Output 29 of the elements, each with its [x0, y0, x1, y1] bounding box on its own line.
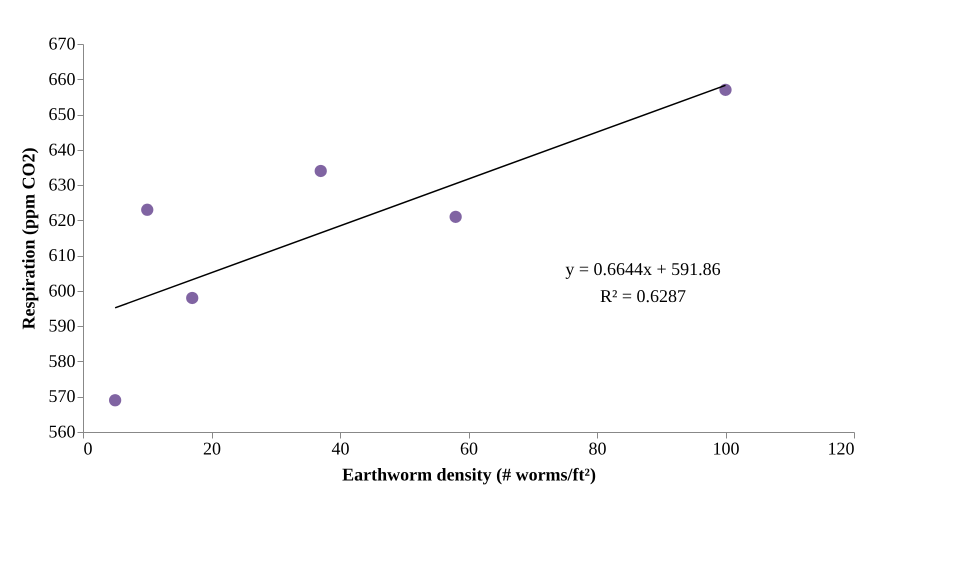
point: [109, 394, 122, 406]
x-tick-label: 100: [712, 438, 740, 458]
point: [314, 164, 327, 178]
y-tick-label: 620: [48, 210, 76, 230]
x-tick-label: 60: [460, 438, 478, 458]
point: [141, 204, 154, 216]
y-tick-label: 660: [48, 68, 76, 89]
y-tick-label: 570: [48, 386, 76, 406]
y-tick-label: 640: [48, 139, 76, 160]
y-tick-label: 630: [48, 174, 76, 195]
point: [186, 292, 198, 304]
x-tick-label: 40: [332, 438, 350, 458]
y-tick-label: 590: [48, 316, 76, 336]
y-tick-label: 600: [48, 280, 76, 300]
annotation: R² = 0.6287: [600, 286, 686, 306]
y-tick-label: 650: [48, 104, 76, 124]
y-axis-title: Respiration (ppm CO2): [18, 147, 38, 330]
x-tick-label: 120: [828, 438, 854, 458]
y-tick-label: 580: [48, 350, 76, 371]
point: [719, 84, 732, 96]
x-tick-label: 20: [203, 438, 221, 458]
x-axis-title: Earthworm density (# worms/ft²): [342, 464, 596, 484]
y-tick-label: 560: [48, 422, 76, 442]
annotation: y = 0.6644x + 591.86: [565, 259, 721, 279]
y-tick-label: 670: [48, 34, 76, 54]
x-tick-label: 0: [84, 438, 92, 458]
x-tick-label: 80: [588, 438, 606, 458]
y-tick-label: 610: [48, 245, 76, 266]
point: [450, 210, 462, 223]
